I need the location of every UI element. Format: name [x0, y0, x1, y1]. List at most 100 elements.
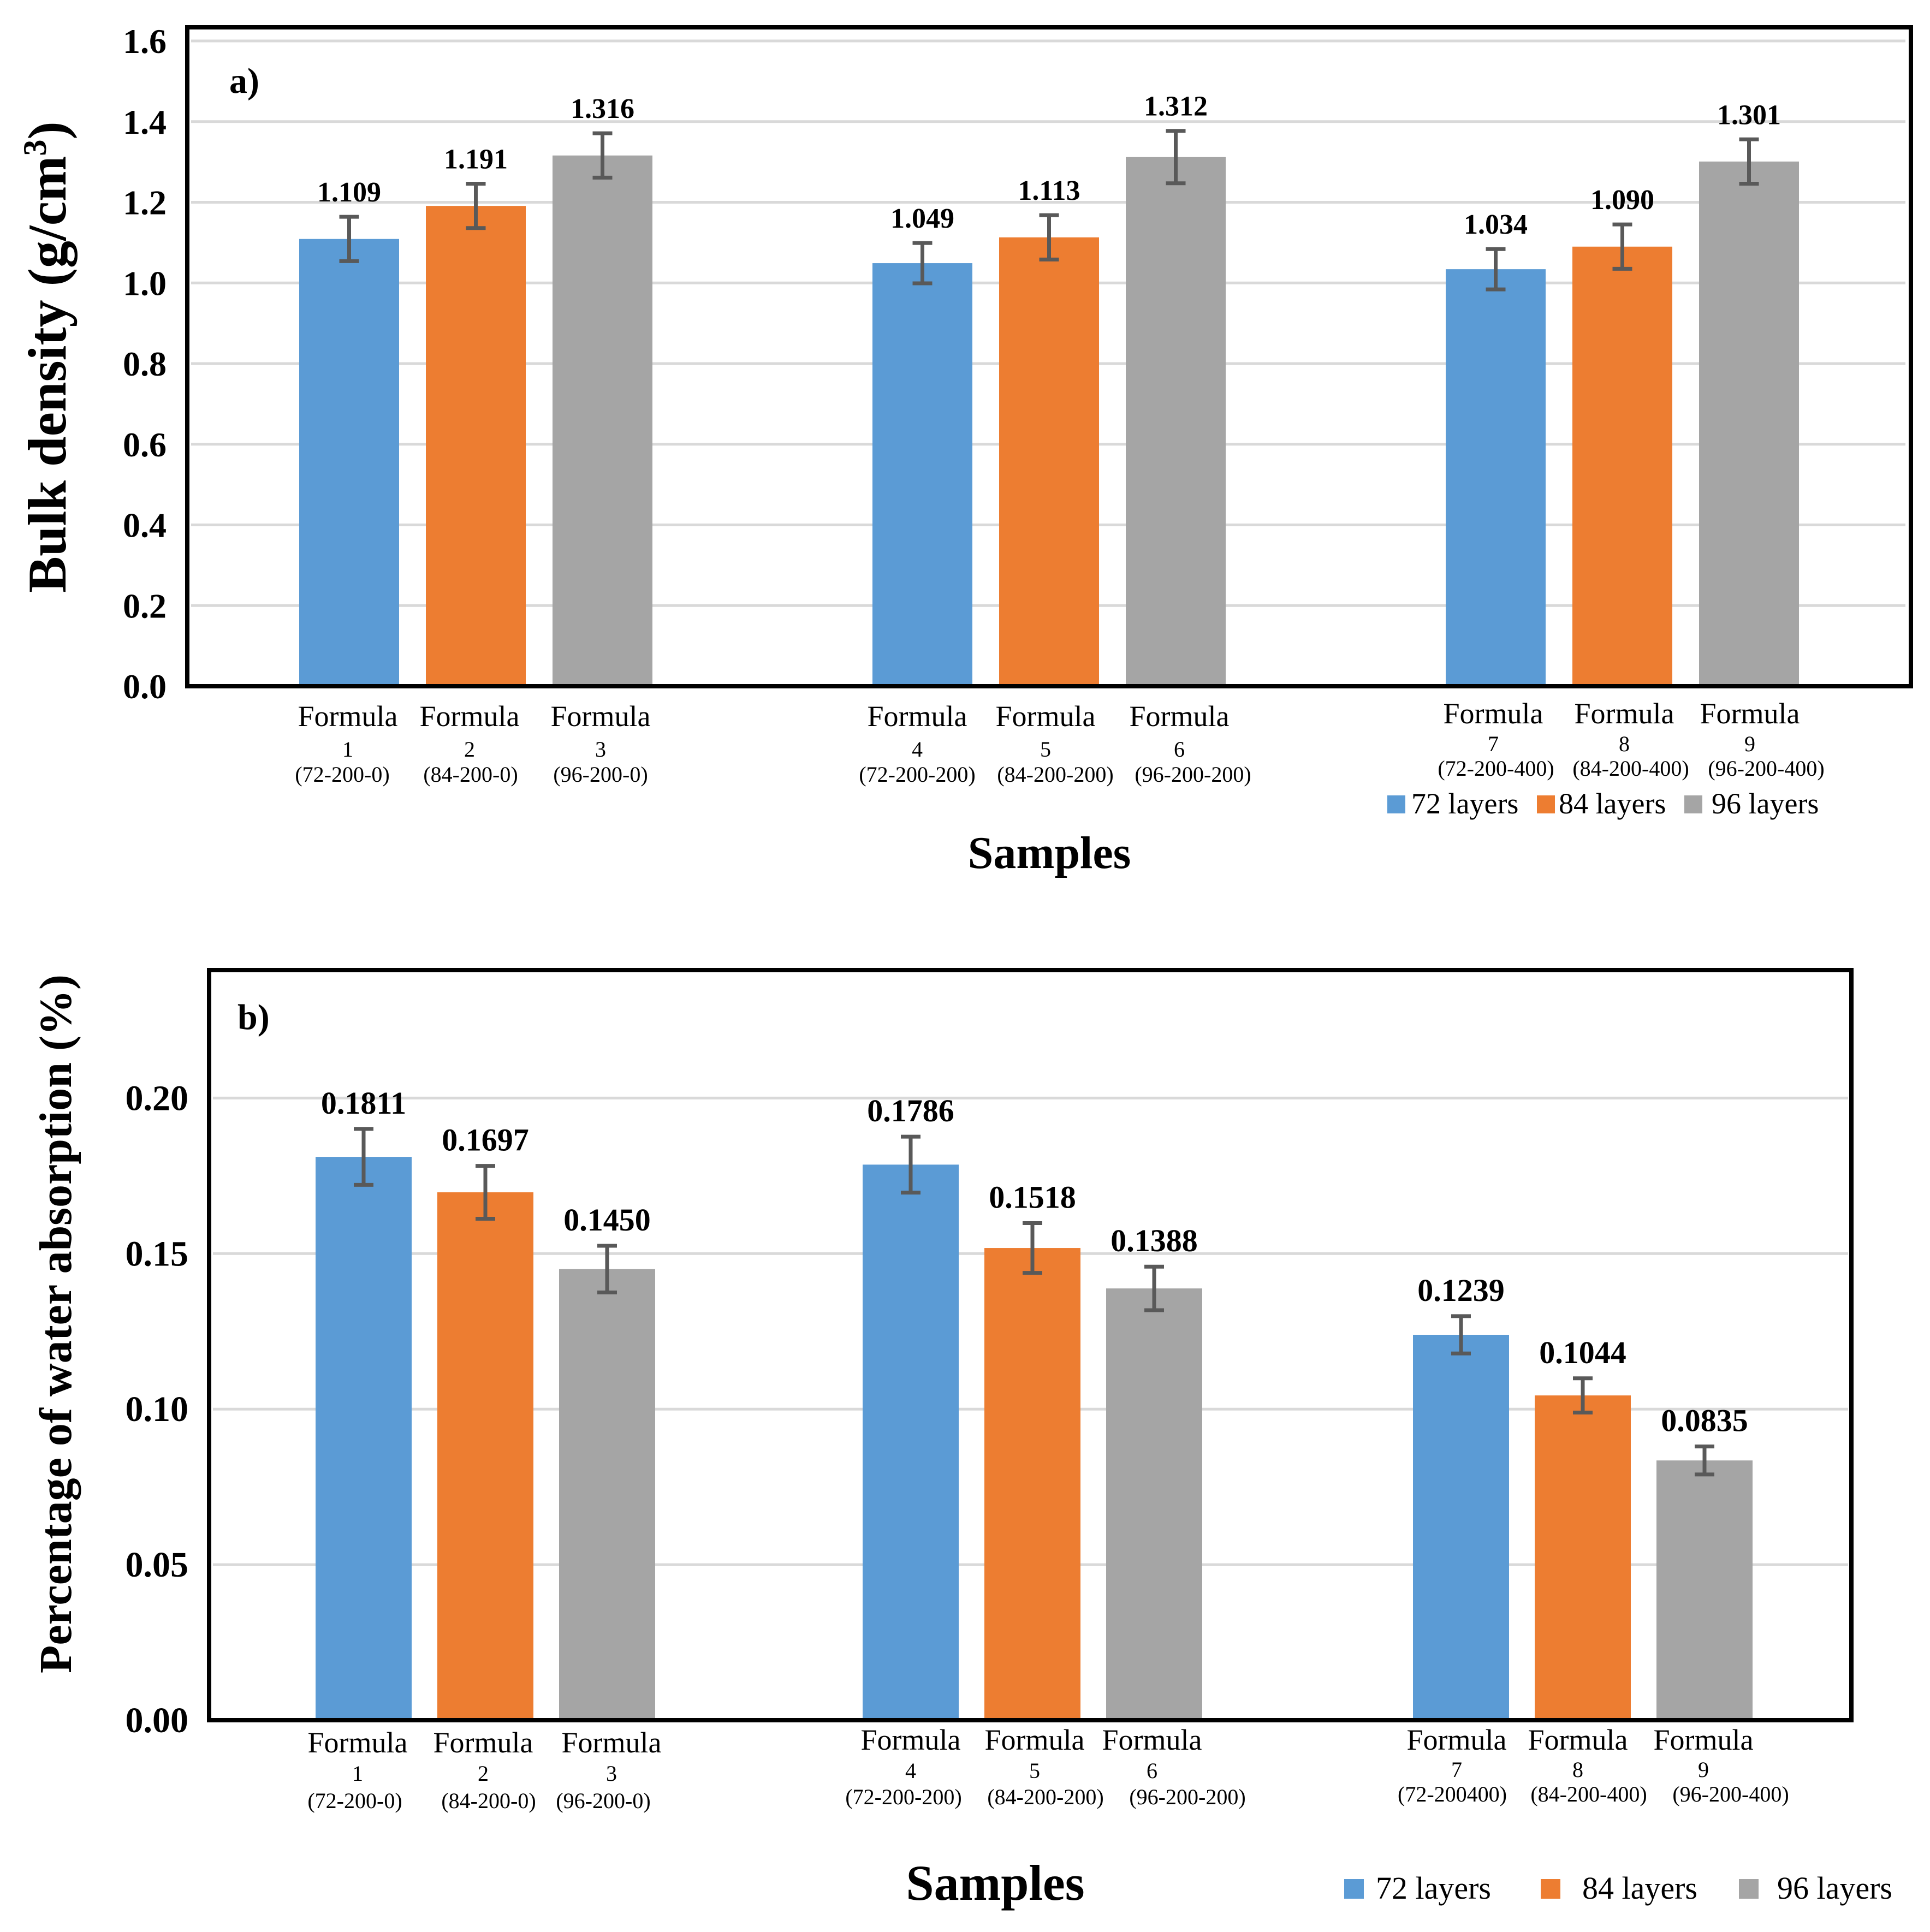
data-label: 1.301 [1717, 99, 1781, 130]
legend-label: 84 layers [1582, 1870, 1697, 1906]
x-tick-code: (84-200-0) [441, 1788, 536, 1813]
x-tick-number: 8 [1572, 1757, 1583, 1782]
y-axis-label-superscript: 3 [17, 140, 53, 156]
bar [1699, 161, 1799, 687]
x-tick-number: 2 [478, 1761, 489, 1786]
x-tick-number: 5 [1029, 1758, 1040, 1783]
x-tick-number: 9 [1698, 1757, 1709, 1782]
x-tick-number: 6 [1147, 1758, 1157, 1783]
x-tick-number: 3 [595, 737, 606, 762]
x-tick-code: (96-200-0) [553, 762, 648, 787]
data-label: 0.1044 [1539, 1335, 1626, 1370]
data-label: 0.1239 [1417, 1273, 1505, 1308]
x-tick-code: (84-200-0) [423, 762, 518, 787]
x-tick-label: Formula [420, 700, 520, 733]
y-axis-label-end: ) [17, 121, 78, 139]
x-tick-number: 4 [905, 1758, 916, 1783]
y-tick-label: 0.8 [123, 344, 167, 383]
x-tick-label: Formula [433, 1726, 533, 1759]
y-axis-label: Percentage of water absorption (%) [31, 974, 81, 1673]
data-label: 0.1388 [1111, 1223, 1198, 1258]
x-tick-code: (96-200-400) [1672, 1782, 1789, 1806]
bar [1572, 246, 1672, 686]
x-axis-label: Samples [968, 828, 1131, 878]
y-tick-label: 0.20 [126, 1078, 189, 1118]
x-tick-label: Formula [1130, 700, 1230, 733]
x-tick-label: Formula [996, 700, 1096, 733]
x-tick-number: 8 [1619, 732, 1630, 756]
panel-b-water-absorption-chart: 0.18110.16970.14500.17860.15180.13880.12… [31, 968, 1892, 1911]
bar [1535, 1395, 1631, 1720]
legend-label: 96 layers [1712, 787, 1819, 820]
plot-frame [207, 968, 1854, 1722]
data-label: 1.090 [1590, 185, 1654, 216]
y-axis-label-main: Bulk density (g/cm [17, 156, 78, 593]
bar [1656, 1460, 1753, 1720]
y-tick-label: 0.2 [123, 586, 167, 625]
x-tick-label: Formula [298, 700, 398, 733]
x-tick-label: Formula [1407, 1723, 1507, 1756]
y-tick-label: 0.6 [123, 425, 167, 464]
x-tick-number: 1 [342, 737, 353, 762]
legend-label: 72 layers [1376, 1870, 1491, 1906]
data-label: 0.0835 [1661, 1403, 1748, 1438]
bar [863, 1164, 959, 1720]
x-tick-label: Formula [551, 700, 651, 733]
legend-swatch [1387, 795, 1405, 813]
legend-label: 72 layers [1411, 787, 1518, 820]
x-tick-code: (72-200-0) [307, 1788, 402, 1813]
bar [1413, 1335, 1509, 1720]
x-tick-label: Formula [1444, 697, 1543, 730]
x-tick-code: (72-200-0) [295, 762, 389, 787]
data-label: 1.316 [571, 93, 634, 124]
y-axis-label: Bulk density (g/cm3) [17, 121, 78, 592]
x-tick-label: Formula [861, 1723, 961, 1756]
x-tick-code: (84-200-200) [987, 1785, 1103, 1809]
y-tick-label: 0.15 [126, 1234, 189, 1274]
x-tick-code: (96-200-200) [1129, 1785, 1245, 1809]
bar [1446, 269, 1546, 686]
x-tick-code: (84-200-200) [997, 762, 1113, 787]
x-tick-code: (96-200-400) [1708, 756, 1824, 781]
y-tick-label: 1.0 [123, 264, 167, 302]
data-label: 1.034 [1464, 209, 1528, 240]
data-label: 0.1811 [321, 1085, 406, 1121]
x-tick-code: (72-200-400) [1438, 756, 1554, 781]
data-label: 0.1697 [442, 1122, 529, 1158]
legend-label: 96 layers [1777, 1870, 1892, 1906]
x-tick-label: Formula [1654, 1723, 1754, 1756]
x-tick-code: (72-200400) [1398, 1782, 1507, 1806]
legend-label: 84 layers [1559, 787, 1666, 820]
x-tick-number: 3 [606, 1761, 617, 1786]
legend: 72 layers 84 layers 96 layers [1387, 787, 1819, 820]
y-tick-label: 1.2 [123, 183, 167, 222]
bar [559, 1269, 655, 1720]
bar [316, 1157, 412, 1720]
panel-label: a) [229, 61, 259, 101]
x-tick-number: 5 [1040, 737, 1051, 762]
bar [553, 155, 652, 686]
legend-swatch [1537, 795, 1555, 813]
y-tick-label: 0.0 [123, 667, 167, 706]
data-label: 1.049 [890, 203, 954, 234]
x-tick-label: Formula [985, 1723, 1085, 1756]
x-tick-number: 1 [352, 1761, 363, 1786]
data-label: 0.1518 [989, 1179, 1076, 1215]
x-tick-label: Formula [308, 1726, 408, 1759]
y-tick-label: 0.00 [126, 1701, 189, 1740]
legend: 72 layers 84 layers 96 layers [1344, 1870, 1892, 1906]
bar [1126, 157, 1226, 686]
bar [1106, 1288, 1202, 1720]
x-tick-number: 7 [1451, 1757, 1462, 1782]
x-tick-label: Formula [1102, 1723, 1202, 1756]
panel-a-bulk-density-chart: 1.1091.1911.3161.0491.1131.3121.0341.090… [17, 22, 1913, 878]
panel-label: b) [237, 997, 270, 1037]
data-label: 1.312 [1144, 91, 1208, 122]
data-label: 0.1786 [867, 1093, 954, 1128]
legend-swatch [1541, 1879, 1560, 1899]
bar [437, 1192, 533, 1720]
x-tick-number: 2 [464, 737, 475, 762]
x-tick-code: (96-200-0) [556, 1788, 650, 1813]
legend-swatch [1344, 1879, 1364, 1899]
